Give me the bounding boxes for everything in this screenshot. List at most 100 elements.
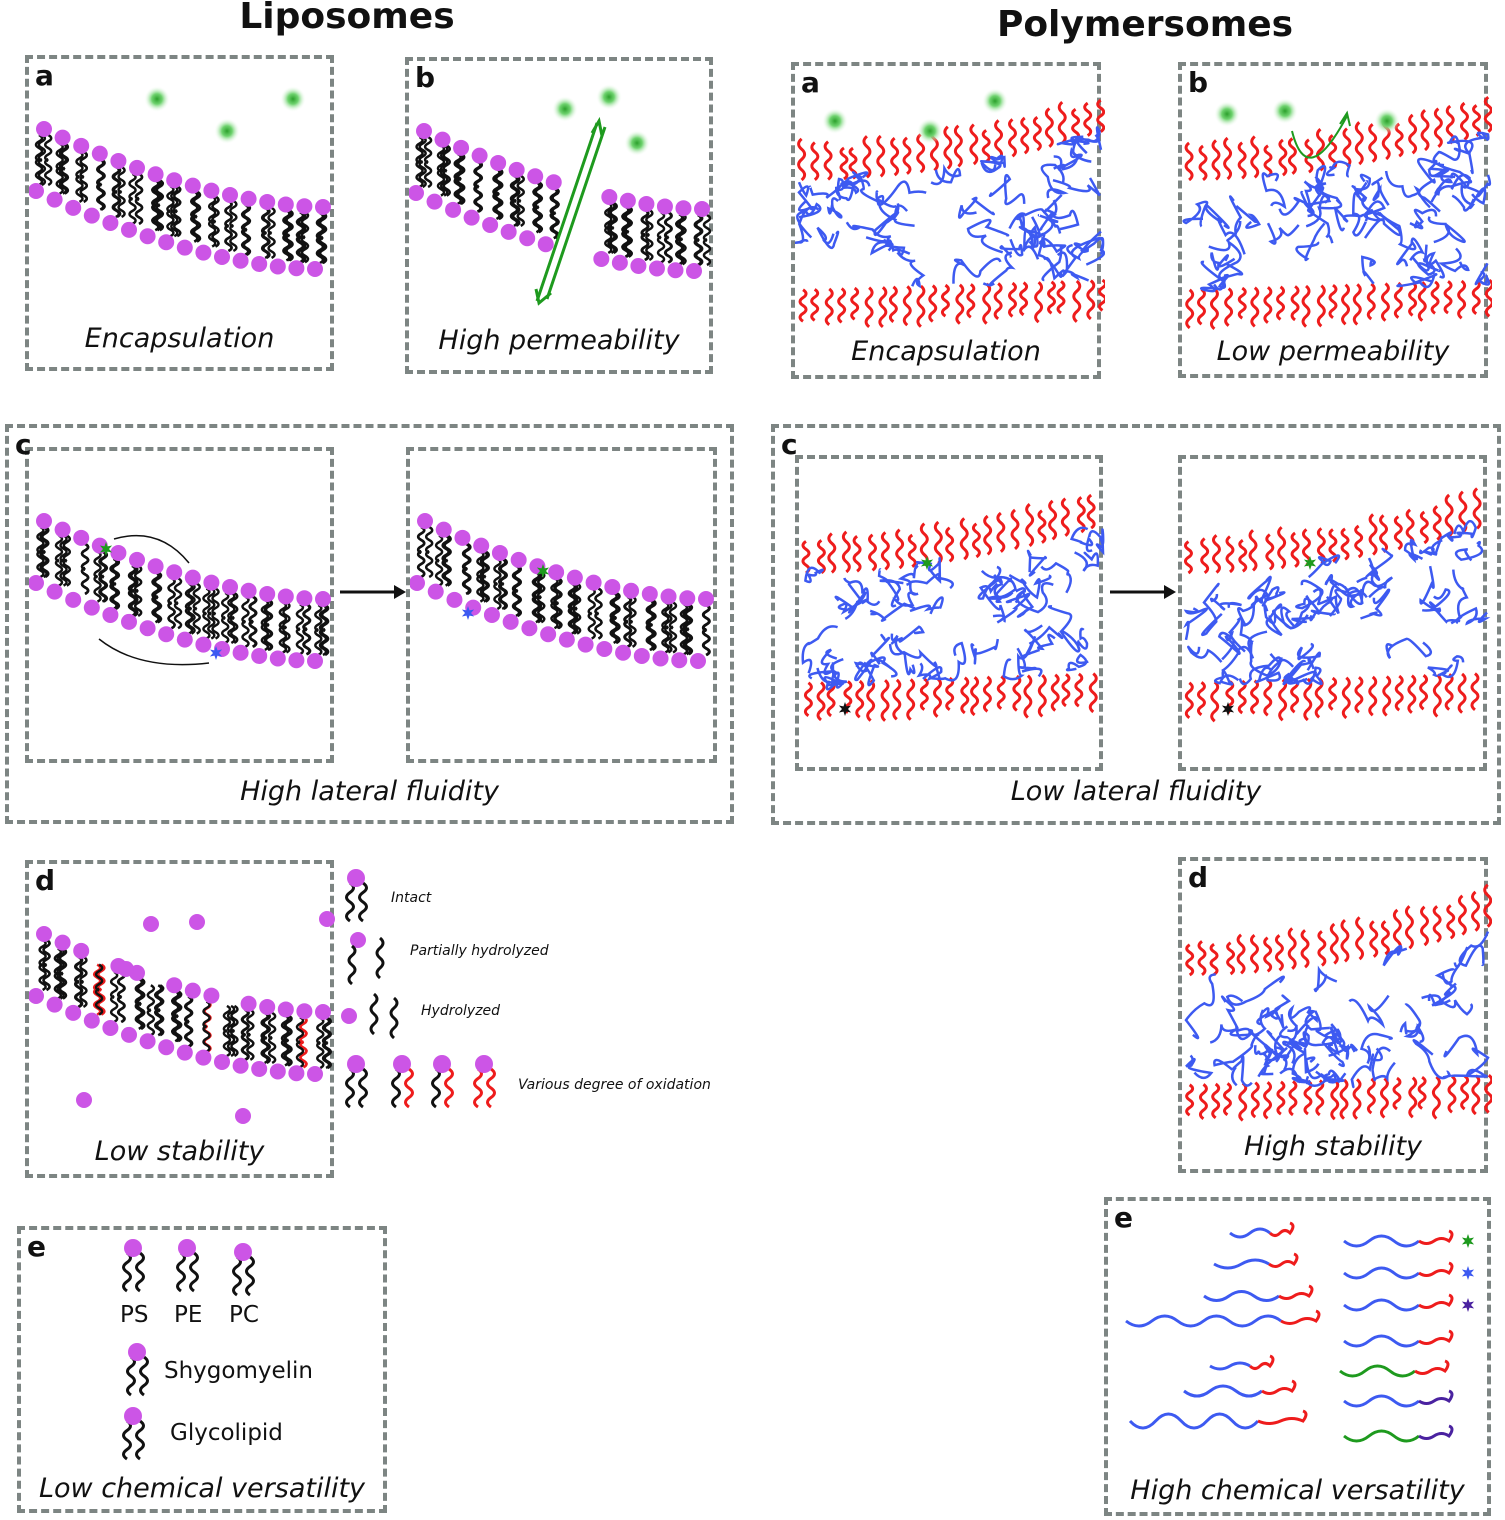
lipid-tail-icon [345, 881, 355, 923]
lipid-head-icon [341, 1008, 357, 1024]
lipid-tail-icon [220, 615, 230, 645]
lipid-tail-icon [246, 1008, 255, 1037]
hydrophobic-block-icon [1229, 1227, 1271, 1239]
hydrophobic-block-icon [1382, 945, 1408, 967]
lipid-tail-icon [58, 166, 68, 195]
liposome-panel-a: a Encapsulation [25, 55, 334, 371]
lipid-tail-icon [224, 223, 233, 253]
lipid-tail-icon [694, 213, 704, 243]
lipid-head-icon [307, 1066, 323, 1082]
hydrophobic-block-icon [845, 221, 892, 247]
lipid-tail-icon [567, 582, 577, 611]
lipid-tail-icon [112, 165, 122, 195]
lipid-tail-icon [38, 938, 47, 968]
hydrophilic-block-icon [803, 681, 813, 717]
hydrophobic-block-icon [1255, 659, 1282, 684]
hydrophobic-block-icon [801, 625, 838, 674]
lipid-tail-icon [694, 237, 704, 267]
hydrophobic-block-icon [1474, 262, 1491, 286]
hydrophobic-block-icon [896, 251, 926, 289]
hydrophilic-block-icon [810, 288, 820, 322]
hydrophobic-block-icon [915, 557, 942, 584]
lipid-head-icon [490, 154, 507, 171]
hydrophobic-block-icon [797, 181, 814, 212]
hydrophobic-block-icon [1183, 607, 1209, 641]
lipid-tail-icon [278, 601, 288, 630]
lipid-head-icon [604, 578, 621, 595]
hydrophilic-block-icon [1418, 1329, 1454, 1345]
hydrophilic-block-icon [841, 530, 851, 574]
lipid-tail-icon [170, 209, 179, 238]
hydrophilic-block-icon [1432, 673, 1442, 718]
hydrophobic-block-icon [1015, 215, 1040, 260]
hydrophilic-block-icon [1457, 672, 1467, 714]
lipid-tail-icon [96, 182, 106, 211]
hydrophilic-block-icon [1342, 127, 1352, 168]
hydrophobic-block-icon [1303, 180, 1324, 218]
lipid-tail-icon [550, 577, 559, 606]
hydrophilic-block-icon [1315, 1079, 1325, 1117]
hydrophobic-block-icon [1220, 995, 1253, 1041]
liposome-panel-d: d Low stability [25, 860, 335, 1178]
hydrophilic-block-icon [1379, 1077, 1389, 1119]
hydrophilic-block-icon [1263, 286, 1273, 324]
lipid-tail-icon [59, 534, 68, 563]
lipid-tail-icon [645, 232, 654, 262]
lipid-tail-icon [663, 235, 673, 264]
hydrophilic-block-icon [1301, 528, 1311, 567]
lipid-tail-icon [679, 627, 689, 656]
lipid-head-icon [129, 551, 145, 568]
lipid-head-icon [491, 544, 508, 561]
lipid-tail-icon [318, 603, 328, 633]
hydrophobic-block-icon [1427, 666, 1450, 678]
lipid-tail-icon [417, 525, 426, 555]
caption: Encapsulation [84, 323, 275, 354]
lipid-tail-icon [173, 990, 183, 1019]
hydrophilic-block-icon [1366, 1077, 1376, 1115]
lipid-tail-icon [297, 211, 307, 240]
hydrophobic-block-icon [808, 177, 844, 199]
hydrophilic-block-icon [916, 133, 926, 174]
hydrophilic-block-icon [1418, 1424, 1454, 1440]
hydrophilic-block-icon [1417, 281, 1427, 322]
hydrophobic-block-icon [1343, 1394, 1420, 1408]
lipid-tail-icon [315, 235, 325, 265]
hydrophilic-block-icon [928, 284, 938, 323]
hydrophilic-block-icon [1314, 677, 1324, 719]
lipid-tail-icon [192, 190, 202, 219]
hydrophilic-block-icon [1459, 101, 1469, 141]
lipid-head-icon [277, 588, 294, 605]
lipid-tail-icon [300, 235, 310, 264]
lipid-head-icon [615, 644, 632, 661]
liposomes-title: Liposomes [239, 0, 455, 37]
hydrophilic-block-icon [1444, 493, 1454, 538]
hydrophobic-block-icon [1343, 1266, 1420, 1280]
hydrophilic-block-icon [1447, 1075, 1457, 1114]
hydrophobic-block-icon [1328, 586, 1364, 617]
hydrophilic-block-icon [1393, 281, 1403, 319]
hydrophilic-block-icon [1290, 678, 1300, 714]
hydrophilic-block-icon [1224, 287, 1234, 327]
lipid-tail-icon [439, 168, 449, 197]
hydrophobic-block-icon [1279, 1067, 1328, 1088]
hydrophobic-block-icon [870, 633, 893, 670]
polymersome-fluidity-before [795, 455, 1105, 771]
hydrophilic-block-icon [1472, 487, 1482, 530]
lipid-tail-icon [609, 201, 618, 231]
hydrophilic-block-icon [1304, 138, 1314, 174]
hydrophobic-block-icon [1454, 540, 1484, 562]
encapsulated-molecule-icon [1214, 101, 1240, 127]
lipid-head-icon [288, 260, 305, 277]
lipid-tail-icon [153, 571, 162, 600]
lipid-tail-icon [184, 582, 194, 611]
star-marker-icon [536, 564, 550, 578]
lipid-tail-icon [93, 574, 102, 603]
star-marker-icon [1303, 556, 1317, 570]
lipid-tail-icon [122, 1419, 132, 1461]
liposome-panel-e: e PS PE PC Shygomyelin Glycolipid Low ch… [17, 1226, 387, 1513]
lipid-tail-icon [267, 1035, 277, 1065]
hydrophilic-block-icon [1071, 107, 1081, 141]
lipid-tail-icon [74, 955, 84, 984]
caption: High stability [1243, 1131, 1423, 1162]
hydrophobic-block-icon [1324, 574, 1368, 599]
